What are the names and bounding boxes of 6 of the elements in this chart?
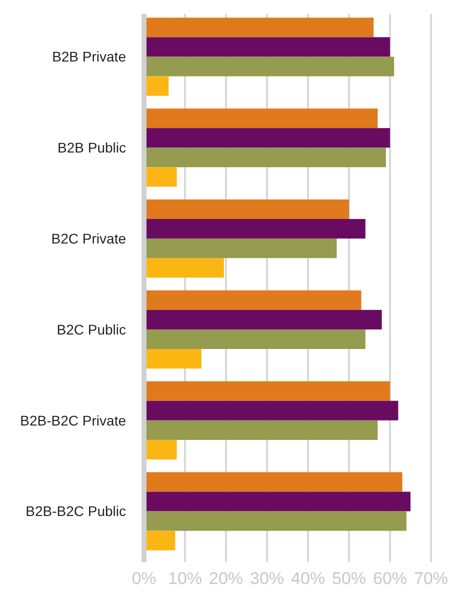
y-tick-label: B2B Private — [52, 48, 126, 65]
y-tick-label: B2B Public — [58, 140, 126, 156]
y-tick-label: B2B-B2C Private — [20, 412, 126, 428]
y-tick-label: B2C Public — [56, 321, 126, 338]
y-tick-label: B2C Private — [51, 230, 126, 246]
y-tick-label: B2B-B2C Public — [26, 503, 126, 520]
